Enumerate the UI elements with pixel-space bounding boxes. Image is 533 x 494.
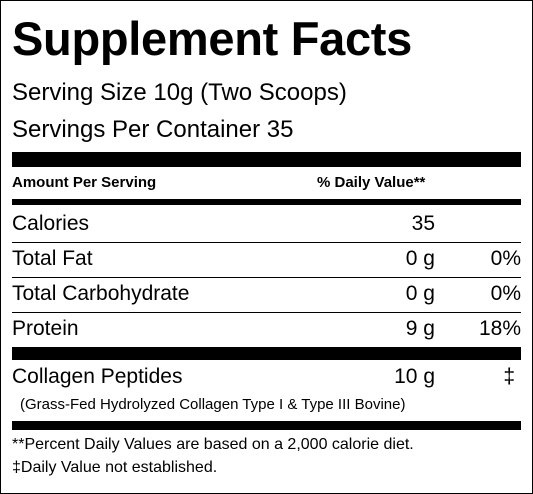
collagen-description: (Grass-Fed Hydrolyzed Collagen Type I & … [20, 396, 406, 413]
nutrient-row-total-carbohydrate: Total Carbohydrate 0 g 0% [12, 277, 521, 311]
nutrient-row-protein: Protein 9 g 18% [12, 312, 521, 346]
nutrient-name: Total Carbohydrate [12, 282, 190, 305]
panel-title: Supplement Facts [12, 12, 413, 65]
daily-value-header: % Daily Value** [317, 174, 426, 191]
thick-divider-bottom [12, 421, 521, 430]
servings-per-container: Servings Per Container 35 [12, 116, 294, 143]
row-divider [12, 312, 521, 313]
serving-size: Serving Size 10g (Two Scoops) [12, 79, 347, 106]
nutrient-row-collagen-peptides: Collagen Peptides 10 g ‡ [12, 360, 521, 394]
nutrient-dv: 0% [490, 247, 521, 270]
medium-divider [12, 199, 521, 205]
nutrient-amount: 0 g [405, 282, 435, 305]
footnote-not-established: ‡Daily Value not established. [12, 459, 218, 476]
row-divider [12, 242, 521, 243]
nutrient-row-calories: Calories 35 [12, 207, 521, 241]
nutrient-amount: 35 [411, 212, 435, 235]
panel-content: Supplement Facts Serving Size 10g (Two S… [12, 1, 521, 493]
nutrient-name: Protein [12, 317, 79, 340]
nutrient-name: Collagen Peptides [12, 365, 183, 388]
nutrient-dv: ‡ [503, 365, 515, 388]
footnote-daily-values: **Percent Daily Values are based on a 2,… [12, 436, 414, 453]
nutrient-row-total-fat: Total Fat 0 g 0% [12, 242, 521, 276]
amount-per-serving-header: Amount Per Serving [12, 174, 157, 191]
nutrient-name: Calories [12, 212, 90, 235]
thick-divider-top [12, 152, 521, 167]
nutrient-dv: 0% [490, 282, 521, 305]
nutrient-amount: 0 g [405, 247, 435, 270]
nutrient-dv: 18% [478, 317, 521, 340]
nutrient-amount: 9 g [405, 317, 435, 340]
nutrient-amount: 10 g [394, 365, 435, 388]
thick-divider-middle [12, 347, 521, 360]
nutrient-name: Total Fat [12, 247, 93, 270]
row-divider [12, 277, 521, 278]
